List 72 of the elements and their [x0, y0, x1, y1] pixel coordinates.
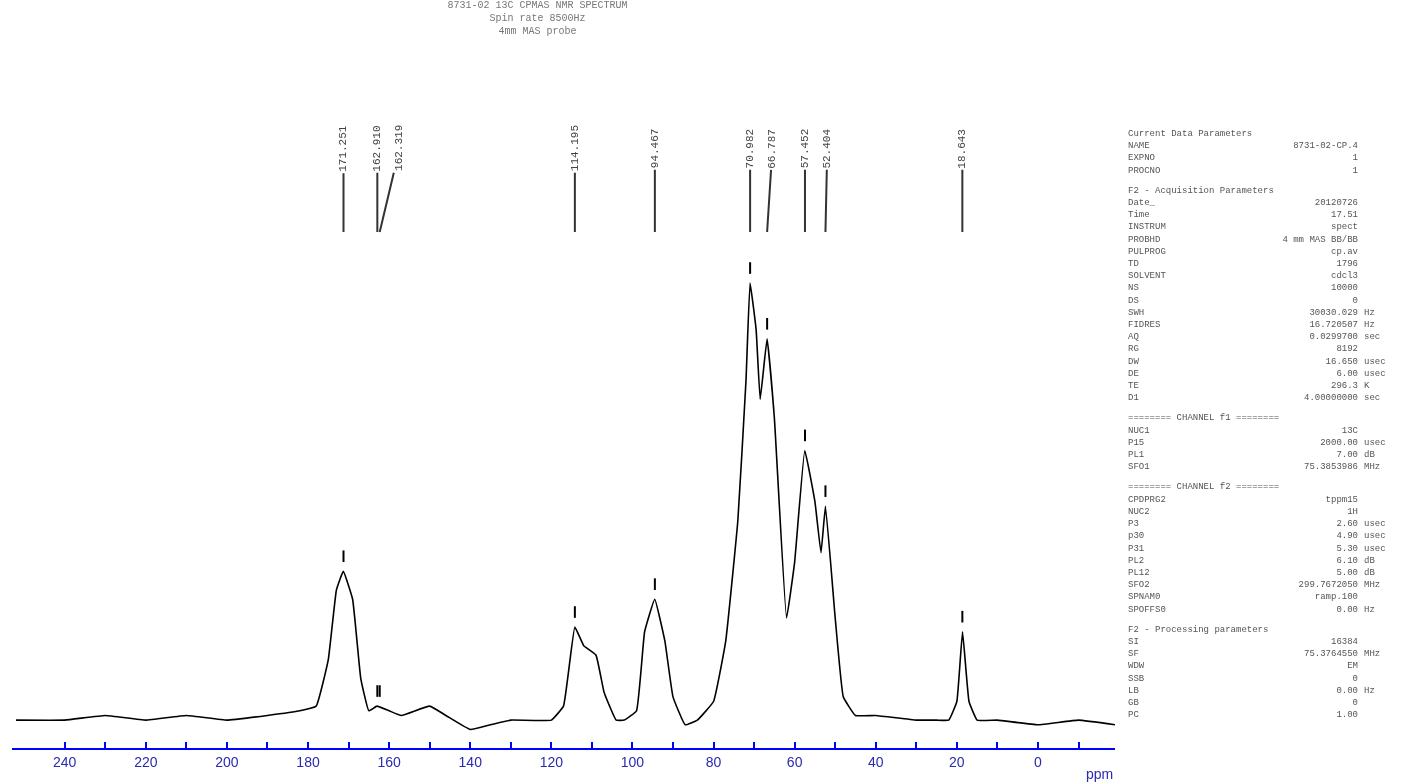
text: F2 - Processing parameters [1128, 623, 1270, 636]
text: PULPROG cp.av [1128, 246, 1358, 257]
x-tick-label: 60 [786, 753, 803, 770]
annotation: 18.643 [956, 129, 969, 169]
text: P15 2000.00 usec [1128, 437, 1386, 448]
text: PL12 5.00 dB [1128, 567, 1375, 578]
text: PC 1.00 [1128, 710, 1358, 721]
text: P31 5.30 usec [1128, 543, 1386, 554]
text: WDW EM [1128, 661, 1358, 672]
text: PL1 7.00 dB [1128, 450, 1375, 461]
text: NUC2 1H [1128, 506, 1358, 517]
text: PROCNO 1 [1128, 165, 1358, 176]
chart-subtitle: Spin rate 8500Hz 4mm MAS probe [489, 12, 586, 37]
text: SWH 30030.029 Hz [1128, 307, 1375, 318]
text: NS 10000 [1128, 283, 1358, 294]
text: Time 17.51 [1128, 210, 1358, 221]
text: Current Data Parameters [1128, 128, 1254, 141]
annotation: 66.787 [766, 129, 779, 169]
text: TE 296.3 K [1128, 381, 1370, 392]
text: ======== CHANNEL f2 ======== [1128, 481, 1281, 494]
text: F2 - Acquisition Parameters [1128, 184, 1275, 198]
x-tick-label: 0 [1034, 753, 1043, 770]
text: PROBHD 4 mm MAS BB/BB [1128, 234, 1358, 245]
text: SSB 0 [1128, 673, 1358, 684]
text: DS 0 [1128, 295, 1358, 306]
x-tick-label: 40 [867, 753, 884, 770]
text: NUC1 13C [1128, 425, 1358, 436]
x-tick-label: 180 [296, 753, 320, 770]
text: SF 75.3764550 MHz [1128, 649, 1381, 660]
annotation: 52.404 [820, 128, 833, 169]
x-tick-label: 160 [377, 753, 402, 770]
x-tick-label: 240 [53, 753, 77, 770]
text: SOLVENT cdcl3 [1128, 271, 1358, 282]
text: SPOFFS0 0.00 Hz [1128, 604, 1375, 615]
text: DE 6.00 usec [1128, 368, 1386, 379]
x-axis-title: ppm [1086, 766, 1114, 782]
annotation: 70.982 [743, 128, 756, 169]
x-tick-label: 220 [134, 753, 158, 770]
text: CPDPRG2 tppm15 [1128, 494, 1358, 505]
annotation: 162.319 [393, 124, 406, 171]
x-tick-label: 140 [458, 753, 483, 770]
text: INSTRUM spect [1128, 222, 1358, 233]
text: LB 0.00 Hz [1128, 685, 1375, 696]
text: DW 16.650 usec [1128, 356, 1386, 367]
annotation: 94.467 [648, 128, 661, 169]
annotation: 114.195 [568, 124, 581, 172]
text: GB 0 [1128, 697, 1358, 708]
text: SFO2 299.7672050 MHz [1128, 580, 1381, 591]
x-tick-label: 20 [949, 753, 965, 770]
text: P3 2.60 usec [1128, 519, 1386, 530]
text: SPNAM0 ramp.100 [1128, 592, 1358, 603]
text: FIDRES 16.720507 Hz [1128, 320, 1375, 331]
x-tick-label: 200 [215, 753, 239, 770]
text: D1 4.00000000 sec [1128, 393, 1381, 404]
text: AQ 0.0299700 sec [1128, 332, 1381, 343]
text: TD 1796 [1128, 259, 1358, 270]
text: PL2 6.10 dB [1128, 555, 1375, 566]
text: NAME 8731-02-CP.4 [1128, 141, 1358, 152]
text: SI 16384 [1128, 636, 1358, 647]
x-tick-label: 80 [705, 753, 722, 770]
text: SFO1 75.3853986 MHz [1128, 462, 1381, 473]
x-tick-label: 100 [620, 753, 645, 770]
text: EXPNO 1 [1128, 153, 1358, 164]
text: p30 4.90 usec [1128, 531, 1386, 542]
chart-title: 8731-02 13C CPMAS NMR SPECTRUM [447, 0, 628, 11]
annotation: 57.452 [798, 128, 811, 169]
x-tick-label: 120 [539, 753, 564, 770]
text: RG 8192 [1128, 344, 1358, 355]
annotation: 162.910 [371, 125, 384, 172]
text: Date_ 20120726 [1128, 198, 1358, 209]
annotation: 171.251 [337, 125, 350, 172]
text: ======== CHANNEL f1 ======== [1128, 412, 1281, 425]
